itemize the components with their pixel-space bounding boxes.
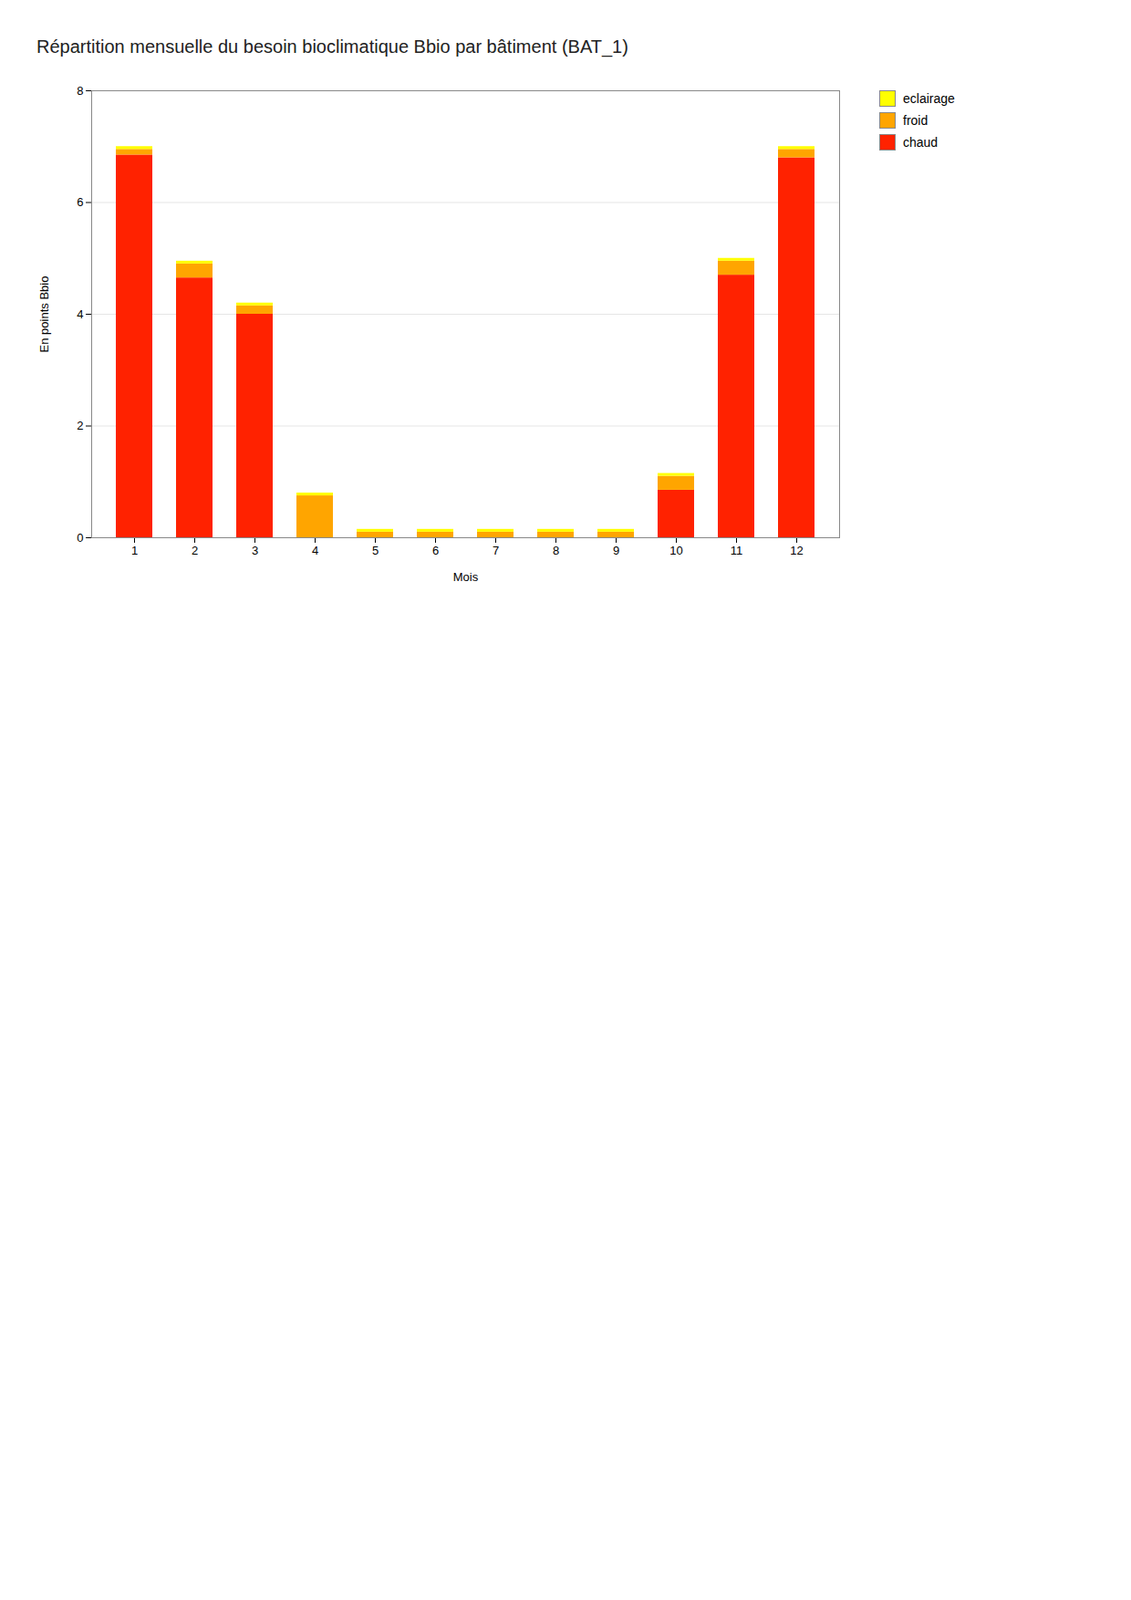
svg-text:10: 10 — [669, 543, 683, 558]
svg-text:Mois: Mois — [453, 570, 479, 584]
svg-text:2: 2 — [76, 418, 84, 433]
html-text:chaud: chaud — [902, 134, 938, 150]
svg-text:8: 8 — [76, 83, 84, 98]
svg-text:8: 8 — [552, 543, 560, 558]
html-text:Répartition mensuelle du besoi: Répartition mensuelle du besoin bioclima… — [36, 36, 629, 57]
svg-text:4: 4 — [311, 543, 319, 558]
svg-text:11: 11 — [730, 543, 744, 558]
svg-text:0: 0 — [76, 530, 84, 545]
svg-text:2: 2 — [191, 543, 198, 558]
svg-text:12: 12 — [789, 543, 803, 558]
svg-text:3: 3 — [251, 543, 259, 558]
svg-text:7: 7 — [492, 543, 499, 558]
svg-text:5: 5 — [372, 543, 379, 558]
svg-text:1: 1 — [131, 543, 138, 558]
svg-text:6: 6 — [432, 543, 439, 558]
svg-text:En points Bbio: En points Bbio — [37, 276, 52, 353]
svg-text:9: 9 — [612, 543, 620, 558]
svg-text:4: 4 — [76, 307, 84, 322]
svg-text:6: 6 — [76, 195, 84, 209]
html-text:froid: froid — [902, 113, 928, 128]
html-text:eclairage: eclairage — [902, 91, 955, 106]
